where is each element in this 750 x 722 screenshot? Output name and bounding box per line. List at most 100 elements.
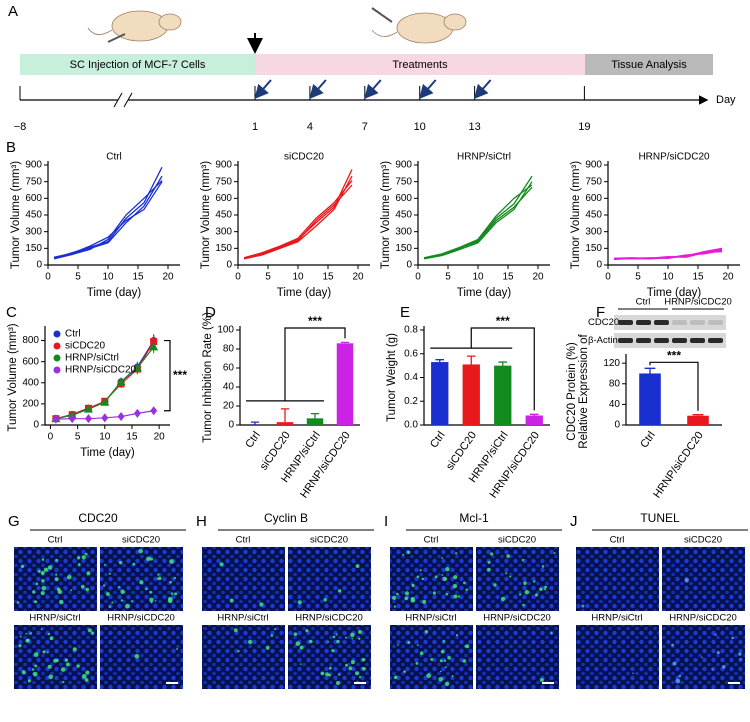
micrograph-image [100, 625, 183, 689]
x-tick-label: Ctrl [428, 430, 448, 451]
stain-spot [157, 573, 160, 576]
stain-spot [76, 664, 80, 668]
marker [150, 406, 158, 416]
stain-spot [259, 602, 264, 607]
significance-bracket [649, 361, 699, 411]
stain-spot [445, 666, 447, 669]
stain-spot [25, 639, 29, 643]
x-tick-label: 10 [292, 272, 304, 283]
panel-label: D [205, 304, 216, 321]
blot-row-label: β-Actin [588, 335, 618, 346]
y-tick-label: 900 [215, 160, 232, 171]
axis-line [417, 161, 550, 266]
stain-spot [406, 550, 411, 555]
stain-spot [174, 592, 178, 596]
stain-spot [397, 644, 399, 646]
y-tick-label: 0.2 [404, 396, 418, 407]
stain-spot [451, 675, 454, 677]
y-tick-label: 0.4 [404, 372, 418, 383]
stain-spot [19, 635, 22, 638]
micrograph-panel: I Mcl-1 Ctrl siCDC20 HRNP/siCtrl HRNP/siCDC20 [384, 511, 562, 689]
injection-arrow [309, 79, 327, 100]
stain-spot [297, 600, 302, 605]
stain-spot [84, 678, 89, 682]
stain-spot [445, 592, 449, 596]
tick-label: 13 [468, 121, 480, 133]
stain-spot [430, 657, 434, 661]
stain-spot [43, 567, 49, 572]
phase-bar [20, 54, 255, 75]
blot-strip [614, 333, 726, 348]
series-line [243, 169, 353, 259]
micrograph-image [390, 625, 473, 689]
stain-spot [335, 633, 338, 636]
stain-spot [274, 628, 277, 631]
stain-spot [320, 671, 325, 676]
stain-spot [396, 592, 399, 596]
x-axis-label: Time (day) [457, 287, 512, 299]
injection-arrow [364, 79, 382, 100]
stain-spot [46, 651, 49, 654]
chart-title: siCDC20 [284, 152, 324, 163]
y-tick-label: 0 [33, 420, 39, 431]
x-tick-label: 5 [445, 272, 451, 283]
stain-spot [419, 651, 424, 656]
blot-band [618, 338, 633, 343]
blot-band [690, 320, 705, 325]
stain-spot [134, 653, 140, 659]
stain-spot [445, 566, 450, 572]
stain-spot [81, 673, 87, 679]
stain-spot [362, 667, 366, 671]
blot-band [636, 320, 651, 325]
stain-spot [103, 563, 106, 566]
tick-label: 1 [252, 121, 258, 133]
chart-title: HRNP/siCDC20 [638, 152, 710, 163]
y-tick-label: 900 [25, 160, 42, 171]
micrograph-panel: J TUNEL Ctrl siCDC20 HRNP/siCtrl HRNP/siCDC20 [570, 511, 748, 689]
series-line [423, 184, 533, 259]
significance-label: *** [496, 314, 510, 328]
stain-spot [463, 581, 466, 585]
tile-label: HRNP/siCDC20 [107, 613, 175, 624]
legend-swatch [53, 342, 61, 350]
error-bar [250, 421, 260, 425]
error-bar [340, 341, 350, 344]
error-bar [466, 355, 476, 365]
x-tick-label: 5 [75, 432, 81, 443]
stain-spot [721, 665, 726, 669]
stain-spot [41, 578, 45, 583]
stain-spot [305, 629, 309, 633]
tick-label: −8 [14, 121, 27, 133]
panel-label: C [6, 304, 17, 321]
stain-spot [544, 585, 548, 589]
stain-spot [632, 672, 634, 675]
axis-break [123, 92, 133, 108]
phase-bar [585, 54, 713, 75]
tile-label: Ctrl [610, 535, 625, 546]
stain-spot [523, 581, 527, 585]
stain-spot [67, 574, 72, 580]
error-bar [435, 359, 445, 363]
stain-spot [169, 559, 174, 564]
stain-spot [111, 601, 114, 604]
stain-spot [440, 649, 445, 654]
stain-spot [40, 570, 45, 575]
stain-spot [500, 596, 506, 602]
stain-spot [684, 578, 689, 583]
stain-spot [64, 658, 69, 662]
stain-spot [426, 673, 432, 678]
stain-spot [48, 674, 54, 680]
y-tick-label: 100 [217, 325, 234, 336]
stain-spot [132, 562, 136, 566]
y-tick-label: 750 [25, 176, 42, 187]
tile-label: HRNP/siCDC20 [669, 613, 737, 624]
stain-spot [422, 599, 427, 604]
x-tick-label: 0 [605, 272, 611, 283]
x-tick-label: 10 [472, 272, 484, 283]
stain-spot [739, 658, 742, 661]
stain-spot [293, 632, 298, 637]
stain-spot [462, 659, 467, 663]
legend-label: Ctrl [65, 329, 81, 340]
stain-spot [120, 599, 124, 602]
